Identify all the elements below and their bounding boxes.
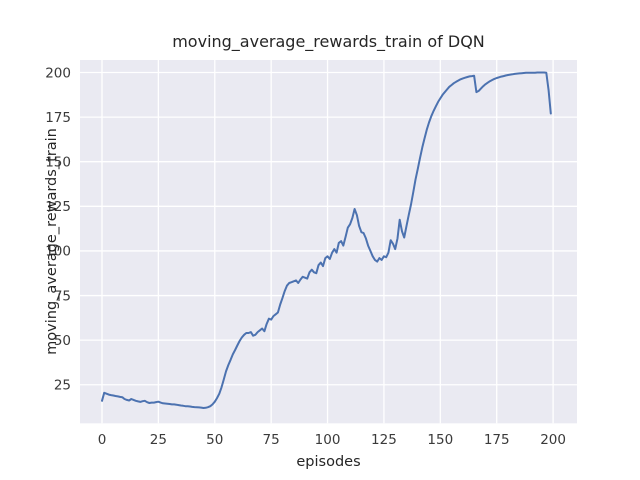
x-tick-label: 25 bbox=[150, 432, 167, 448]
grid-lines bbox=[80, 60, 577, 424]
y-tick-label: 25 bbox=[54, 378, 71, 394]
y-tick-label: 175 bbox=[45, 110, 71, 126]
x-tick-label: 50 bbox=[206, 432, 223, 448]
x-tick-label: 175 bbox=[484, 432, 510, 448]
x-axis-label: episodes bbox=[296, 454, 360, 470]
plot-area bbox=[80, 60, 577, 424]
y-tick-label: 75 bbox=[54, 288, 71, 304]
x-tick-label: 75 bbox=[263, 432, 280, 448]
x-tick-label: 0 bbox=[98, 432, 107, 448]
y-tick-label: 100 bbox=[45, 244, 71, 260]
x-tick-labels: 0 25 50 75 100 125 150 175 200 bbox=[98, 432, 566, 448]
y-axis-label: moving_average_rewards_train bbox=[44, 128, 60, 355]
x-tick-label: 125 bbox=[371, 432, 397, 448]
x-tick-label: 150 bbox=[427, 432, 453, 448]
y-tick-label: 125 bbox=[45, 199, 71, 215]
y-tick-label: 200 bbox=[45, 65, 71, 81]
chart-title: moving_average_rewards_train of DQN bbox=[172, 32, 485, 52]
series-line-dqn bbox=[101, 71, 552, 409]
y-tick-label: 50 bbox=[54, 333, 71, 349]
y-tick-label: 150 bbox=[45, 155, 71, 171]
x-tick-label: 200 bbox=[540, 432, 566, 448]
x-tick-label: 100 bbox=[315, 432, 341, 448]
y-tick-labels: 25 50 75 100 125 150 175 200 bbox=[45, 65, 71, 393]
